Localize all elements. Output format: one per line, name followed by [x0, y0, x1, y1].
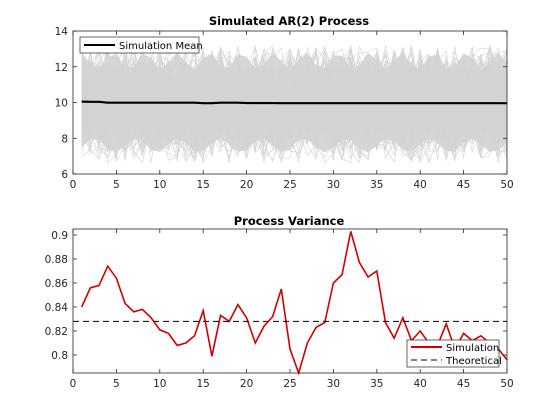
y-tick-label: 0.88 — [45, 254, 68, 266]
top-legend-box — [79, 36, 200, 54]
top-legend: Simulation Mean — [79, 36, 203, 54]
x-tick-label: 5 — [113, 179, 120, 191]
bottom-subplot: Process Variance 0 5 10 15 20 25 30 35 40 45 50 0.8… — [45, 214, 514, 390]
x-tick-label: 15 — [197, 179, 210, 191]
x-tick-label: 50 — [500, 378, 513, 390]
x-tick-label: 10 — [153, 179, 166, 191]
legend-label-simulation-mean: Simulation Mean — [119, 41, 203, 52]
y-tick-label: 0.82 — [45, 326, 68, 338]
x-tick-label: 45 — [457, 179, 470, 191]
y-tick-label: 0.8 — [51, 350, 68, 362]
x-tick-label: 0 — [70, 179, 77, 191]
top-series-group — [81, 100, 507, 105]
top-chart-title: Simulated AR(2) Process — [209, 14, 369, 28]
x-tick-label: 0 — [70, 378, 77, 390]
x-tick-label: 30 — [327, 179, 340, 191]
top-subplot: Simulated AR(2) Process 0 5 10 15 20 25 30 35 40… — [55, 14, 514, 191]
top-axis-ticks: 0 5 10 15 20 25 30 35 40 45 50 6 8 10 12 14 — [55, 26, 514, 191]
y-tick-label: 0.9 — [51, 230, 68, 242]
y-tick-label: 12 — [55, 62, 68, 74]
y-tick-label: 6 — [61, 169, 68, 181]
y-tick-label: 14 — [55, 26, 69, 38]
y-tick-label: 0.84 — [45, 302, 69, 314]
x-tick-label: 25 — [283, 179, 296, 191]
x-tick-label: 45 — [457, 378, 470, 390]
x-tick-label: 40 — [414, 378, 427, 390]
x-tick-label: 20 — [240, 378, 253, 390]
bottom-legend-box — [406, 339, 500, 368]
x-tick-label: 30 — [327, 378, 340, 390]
bottom-axis-ticks: 0 5 10 15 20 25 30 35 40 45 50 0.8 0.82 0.84 0.86 0.88 0… — [45, 229, 514, 390]
legend-label-simulation: Simulation — [446, 343, 499, 354]
y-tick-label: 0.86 — [45, 278, 69, 290]
x-tick-label: 50 — [500, 179, 513, 191]
bottom-chart-title: Process Variance — [234, 214, 345, 228]
x-tick-label: 5 — [113, 378, 120, 390]
x-tick-label: 40 — [414, 179, 427, 191]
x-tick-label: 15 — [197, 378, 210, 390]
legend-label-theoretical: Theoretical — [445, 356, 502, 367]
y-tick-label: 10 — [55, 98, 68, 110]
y-tick-label: 8 — [61, 133, 68, 145]
bottom-legend: Simulation Theoretical — [406, 339, 502, 368]
x-tick-label: 35 — [370, 179, 383, 191]
x-tick-label: 35 — [370, 378, 383, 390]
x-tick-label: 20 — [240, 179, 253, 191]
top-series-line-1 — [81, 100, 507, 105]
x-tick-label: 10 — [153, 378, 166, 390]
x-tick-label: 25 — [283, 378, 296, 390]
